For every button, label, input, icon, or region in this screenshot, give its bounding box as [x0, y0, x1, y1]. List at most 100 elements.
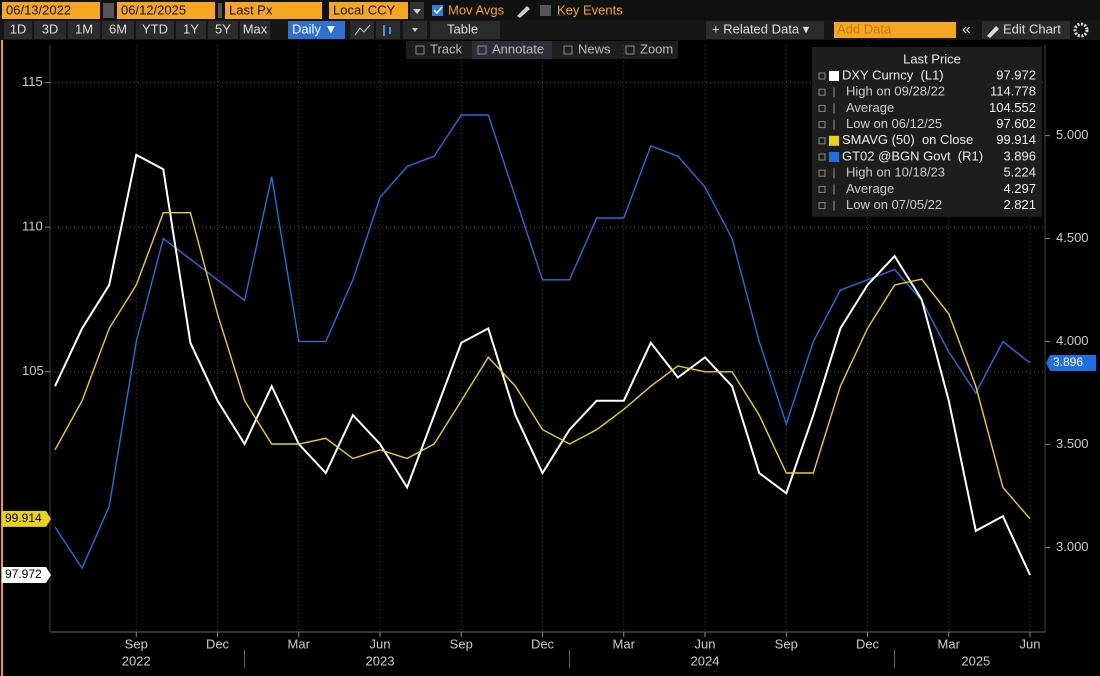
legend-value: 99.914	[996, 132, 1036, 147]
tool-active[interactable]	[472, 41, 552, 59]
end-date-box[interactable]	[117, 2, 215, 19]
tool-icon[interactable]	[415, 45, 425, 55]
series-line	[54, 153, 1031, 576]
legend-bracket	[818, 72, 826, 80]
line-icon	[354, 24, 371, 36]
tool-label[interactable]: Annotate	[492, 41, 544, 56]
bar-type-button[interactable]	[376, 21, 400, 39]
last-value-label: 99.914	[5, 511, 42, 525]
edit-chart-button[interactable]	[982, 21, 1070, 39]
toolbar-second	[0, 20, 1100, 40]
legend-box	[812, 47, 1042, 217]
period-label[interactable]: 1Y	[183, 21, 199, 36]
period-button[interactable]	[102, 21, 134, 39]
legend-value: 97.602	[996, 116, 1036, 131]
last-value-marker	[2, 510, 51, 527]
x-group-label: 2025	[961, 653, 990, 668]
add-data[interactable]: Add Data	[837, 21, 892, 36]
x-tick-label: Sep	[125, 636, 148, 651]
period-label[interactable]: 3D	[42, 21, 59, 36]
pencil-icon[interactable]	[517, 6, 530, 18]
legend-label: SMAVG (50) on Close	[842, 132, 973, 147]
period-label[interactable]: YTD	[142, 21, 168, 36]
period-button[interactable]	[4, 21, 32, 39]
settings-gear[interactable]	[1073, 22, 1089, 38]
table-button[interactable]	[430, 21, 500, 39]
legend-value: 3.896	[1003, 148, 1036, 163]
period-button[interactable]	[136, 21, 174, 39]
legend-bracket	[818, 88, 826, 96]
legend-label: Average	[846, 181, 894, 196]
legend-label: Average	[846, 100, 894, 115]
legend-value: 2.821	[1003, 197, 1036, 212]
end-date[interactable]: 06/12/2025	[121, 2, 186, 17]
y2-tick-label: 4.000	[1056, 333, 1089, 348]
mov-avgs-label[interactable]: Mov Avgs	[448, 2, 505, 17]
period-label[interactable]: Max	[243, 21, 268, 36]
legend-bracket	[818, 153, 826, 161]
x-tick-label: Mar	[613, 636, 636, 651]
pencil-icon	[987, 26, 999, 38]
legend-bracket	[818, 202, 826, 210]
period-button[interactable]	[34, 21, 66, 39]
period-button[interactable]	[208, 21, 238, 39]
y-tick-label: 105	[22, 363, 44, 378]
related-button[interactable]	[706, 21, 824, 39]
legend-bracket	[818, 185, 826, 193]
x-group-label: 2022	[122, 653, 151, 668]
frequency-button[interactable]	[288, 21, 345, 39]
x-group-label: 2023	[366, 653, 395, 668]
tool-icon[interactable]	[477, 45, 487, 55]
key-events-label[interactable]: Key Events	[557, 2, 623, 17]
calendar-icon[interactable]	[103, 3, 114, 18]
y2-tick-label: 3.000	[1056, 539, 1089, 554]
tool-icon[interactable]	[625, 45, 635, 55]
legend-label: DXY Curncy (L1)	[842, 67, 944, 82]
series-line	[54, 212, 1031, 520]
related-label[interactable]: + Related Data ▾	[712, 21, 810, 36]
legend-bracket	[818, 121, 826, 129]
x-tick-label: Dec	[531, 636, 555, 651]
mov-avgs-checkbox[interactable]	[432, 5, 443, 16]
field-box[interactable]	[225, 2, 322, 19]
frequency[interactable]: Daily ▼	[292, 21, 337, 36]
legend-value: 104.552	[989, 100, 1036, 115]
legend-label: Low on 07/05/22	[846, 197, 942, 212]
edit-chart[interactable]: Edit Chart	[1003, 21, 1061, 36]
period-button[interactable]	[68, 21, 100, 39]
check	[433, 6, 443, 15]
period-button[interactable]	[176, 21, 206, 39]
period-button[interactable]	[240, 21, 270, 39]
legend-label: GT02 @BGN Govt (R1)	[842, 148, 983, 163]
x-tick-label: Sep	[775, 636, 798, 651]
collapse[interactable]: «	[962, 21, 971, 38]
legend-swatch	[829, 152, 839, 162]
tool-label[interactable]: Zoom	[640, 41, 673, 56]
last-value-label: 3.896	[1053, 355, 1083, 369]
bar-icon	[383, 25, 391, 36]
calendar-icon[interactable]	[218, 3, 222, 18]
tool-label[interactable]: Track	[430, 41, 463, 56]
y2-tick-label: 5.000	[1056, 127, 1089, 142]
period-label[interactable]: 5Y	[215, 21, 231, 36]
key-events-checkbox[interactable]	[540, 5, 551, 16]
tool-label[interactable]: News	[578, 41, 611, 56]
period-label[interactable]: 1D	[10, 21, 27, 36]
period-label[interactable]: 6M	[109, 21, 127, 36]
currency[interactable]: Local CCY	[333, 2, 395, 17]
field[interactable]: Last Px	[229, 2, 273, 17]
table-label[interactable]: Table	[447, 21, 478, 36]
start-date-box[interactable]	[2, 2, 100, 19]
currency-box[interactable]	[329, 2, 408, 19]
period-label[interactable]: 1M	[75, 21, 93, 36]
add-data-box[interactable]	[834, 22, 956, 38]
last-value-marker	[1046, 355, 1096, 372]
tool-icon[interactable]	[563, 45, 573, 55]
y2-tick-label: 4.500	[1056, 230, 1089, 245]
x-tick-label: Sep	[450, 636, 473, 651]
x-tick-label: Jun	[370, 636, 391, 651]
legend-swatch	[829, 71, 839, 81]
start-date[interactable]: 06/13/2022	[6, 2, 71, 17]
x-tick-label: Jun	[1020, 636, 1041, 651]
